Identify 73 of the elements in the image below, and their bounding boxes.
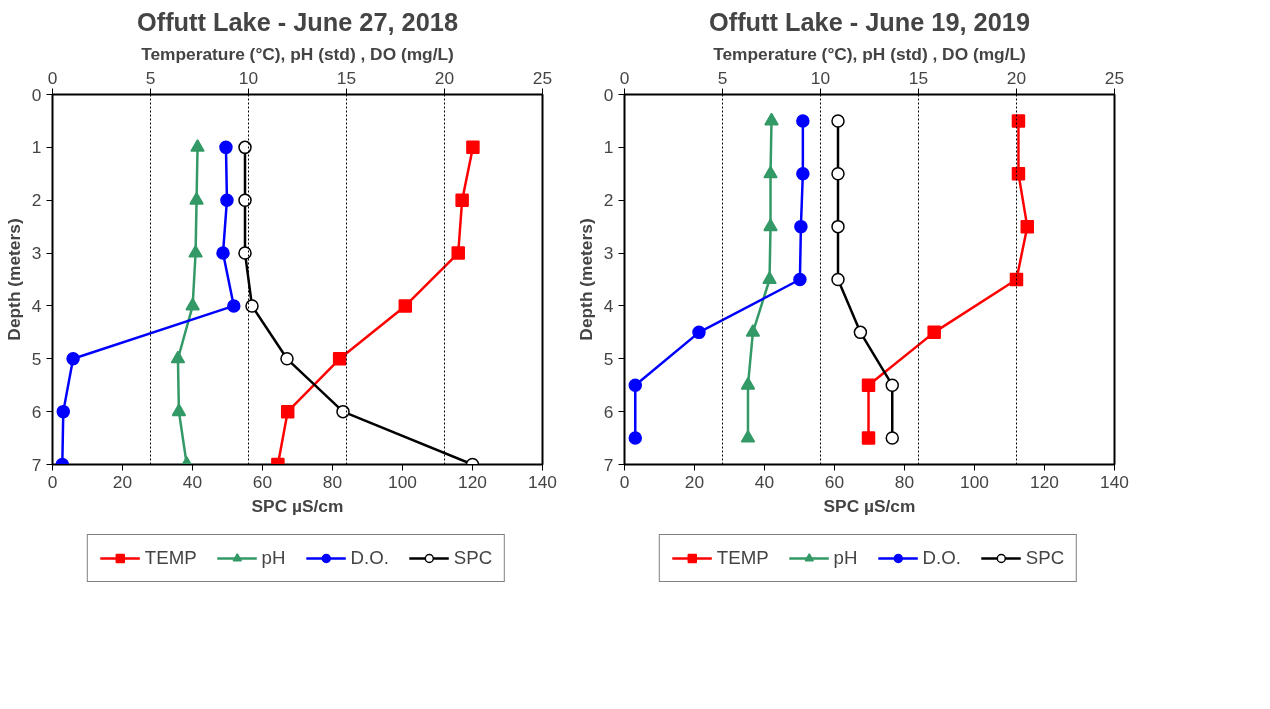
y-tick-label: 1 (31, 137, 42, 158)
x2-tick-label: 20 (1006, 67, 1027, 88)
legend-label: TEMP (716, 547, 769, 569)
x-tick-label: 80 (322, 471, 343, 492)
x-tick-label: 0 (47, 471, 58, 492)
x2-tick-label: 15 (908, 67, 929, 88)
x2-axis-title: Temperature (°C), pH (std) , DO (mg/L) (141, 43, 454, 64)
legend-label: TEMP (144, 547, 197, 569)
point (885, 378, 899, 392)
y-tick-label: 6 (31, 401, 42, 422)
x2-tick-label: 10 (238, 67, 259, 88)
y-tick-label: 4 (31, 295, 42, 316)
x-tick-label: 20 (112, 471, 133, 492)
point (336, 404, 350, 419)
x2-tick-label: 0 (619, 67, 630, 88)
y-tick-label: 2 (31, 190, 42, 211)
point (280, 352, 294, 366)
y-tick-label: 1 (603, 137, 614, 158)
point (831, 114, 845, 128)
x-tick-label: 120 (458, 471, 487, 492)
x2-tick-label: 10 (810, 67, 831, 88)
chart-title: Offutt Lake - June 27, 2018 (137, 7, 458, 36)
point (831, 272, 845, 287)
x2-tick-label: 25 (532, 67, 553, 88)
x-tick-label: 60 (824, 471, 845, 492)
chart-title: Offutt Lake - June 19, 2019 (709, 7, 1030, 36)
point (885, 431, 899, 445)
x2-tick-label: 15 (336, 67, 357, 88)
x-tick-label: 20 (684, 471, 705, 492)
x-tick-label: 100 (960, 471, 989, 492)
y-tick-label: 2 (603, 190, 614, 211)
legend-label: D.O. (350, 547, 389, 569)
x-tick-label: 60 (252, 471, 273, 492)
x-tick-label: 120 (1030, 471, 1059, 492)
point (238, 193, 252, 207)
x-axis-title: SPC µS/cm (823, 495, 916, 516)
x2-tick-label: 20 (434, 67, 455, 88)
y-tick-label: 3 (603, 243, 614, 264)
x-tick-label: 40 (754, 471, 775, 492)
y-tick-label: 0 (603, 84, 614, 105)
x-tick-label: 100 (388, 471, 417, 492)
x-tick-label: 40 (182, 471, 203, 492)
point (831, 219, 845, 234)
point (245, 299, 259, 313)
x-tick-label: 140 (528, 471, 557, 492)
point (831, 167, 845, 181)
legend-label: pH (833, 547, 858, 569)
y-tick-label: 0 (31, 84, 42, 105)
y-tick-label: 7 (31, 454, 42, 475)
x2-tick-label: 25 (1104, 67, 1125, 88)
x-axis-title: SPC µS/cm (251, 495, 344, 516)
y-tick-label: 5 (31, 348, 42, 369)
point (238, 140, 252, 155)
y-tick-label: 5 (603, 348, 614, 369)
legend-label: SPC (453, 547, 493, 569)
y-tick-label: 4 (603, 295, 614, 316)
x-tick-label: 80 (894, 471, 915, 492)
y-tick-label: 3 (31, 243, 42, 264)
x-tick-label: 140 (1100, 471, 1129, 492)
point (853, 325, 868, 340)
x2-tick-label: 5 (717, 67, 728, 88)
point (238, 246, 252, 260)
x-tick-label: 0 (619, 471, 630, 492)
x2-tick-label: 0 (47, 67, 58, 88)
legend-label: SPC (1025, 547, 1065, 569)
y-tick-label: 6 (603, 401, 614, 422)
legend-label: D.O. (922, 547, 961, 569)
x2-axis-title: Temperature (°C), pH (std) , DO (mg/L) (713, 43, 1026, 64)
y-tick-label: 7 (603, 454, 614, 475)
y-axis-title: Depth (meters) (575, 218, 596, 341)
legend-label: pH (261, 547, 286, 569)
x2-tick-label: 5 (145, 67, 156, 88)
y-axis-title: Depth (meters) (3, 218, 24, 341)
